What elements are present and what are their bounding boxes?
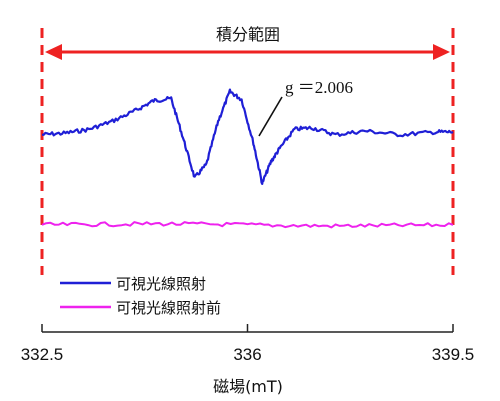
x-tick-label-1: 336 xyxy=(233,345,261,364)
legend: 可視光線照射 可視光線照射前 xyxy=(60,275,221,317)
integration-range-arrow xyxy=(45,44,450,60)
legend-label-visible-light: 可視光線照射 xyxy=(116,275,206,293)
x-axis: 332.5 336 339.5 xyxy=(21,324,475,364)
series-line-visible-light xyxy=(41,88,454,185)
x-tick-label-0: 332.5 xyxy=(21,345,64,364)
g-value-annotation: g ＝2.006 xyxy=(285,78,353,97)
x-axis-title: 磁場(mT) xyxy=(213,377,283,396)
legend-label-before-visible-light: 可視光線照射前 xyxy=(116,299,221,317)
integration-range-label: 積分範囲 xyxy=(216,25,280,44)
series-line-before-visible-light xyxy=(41,221,454,229)
g-value-leader-line xyxy=(258,96,283,137)
x-tick-label-2: 339.5 xyxy=(432,345,475,364)
